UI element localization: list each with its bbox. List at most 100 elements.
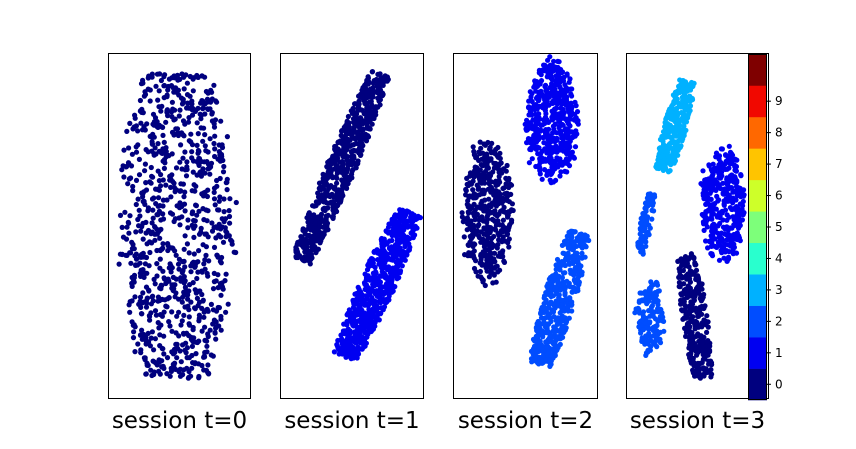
data-point [722, 226, 728, 232]
data-point [554, 343, 560, 349]
data-point [182, 233, 188, 239]
data-point [165, 87, 171, 93]
data-point [719, 235, 725, 241]
data-point [367, 258, 373, 264]
data-point [687, 355, 693, 361]
data-point [157, 247, 163, 254]
data-point [174, 313, 180, 319]
data-point [466, 210, 472, 216]
data-point [645, 191, 652, 197]
data-point [356, 147, 362, 154]
data-point [358, 325, 364, 331]
data-point [693, 333, 699, 339]
data-point [714, 244, 720, 250]
data-point [159, 345, 165, 352]
data-point [482, 197, 488, 203]
data-point [196, 312, 202, 318]
data-point [368, 98, 374, 105]
data-point [676, 83, 682, 89]
data-point [551, 106, 558, 112]
data-point [373, 112, 379, 118]
data-point [551, 58, 557, 64]
data-point [222, 278, 228, 284]
data-point [676, 279, 683, 286]
data-point [475, 184, 481, 190]
data-point [137, 260, 143, 266]
data-point [382, 73, 388, 79]
data-point [531, 343, 538, 349]
data-point [345, 174, 351, 180]
data-point [372, 307, 378, 313]
data-point [578, 263, 584, 269]
data-point [488, 203, 494, 210]
data-point [349, 313, 355, 319]
data-point [668, 125, 675, 131]
data-point [685, 288, 691, 295]
data-point [135, 341, 141, 347]
data-point [176, 266, 182, 272]
data-point [399, 254, 405, 260]
data-point [215, 285, 221, 291]
data-point [674, 146, 680, 152]
data-point [372, 106, 378, 112]
data-point [683, 315, 689, 321]
data-point [732, 217, 738, 223]
data-point [498, 208, 504, 214]
data-point [172, 216, 178, 222]
data-point [185, 296, 191, 302]
data-point [556, 145, 563, 151]
data-point [203, 148, 209, 154]
data-point [185, 217, 191, 223]
data-point [131, 329, 137, 335]
data-point [579, 233, 585, 239]
data-point [143, 284, 150, 290]
data-point [556, 125, 562, 131]
data-point [211, 196, 218, 202]
data-point [193, 351, 199, 357]
data-point [139, 251, 145, 258]
data-point [654, 165, 660, 171]
data-point [479, 189, 485, 196]
data-point [209, 228, 216, 234]
panel-caption: session t=3 [630, 408, 765, 434]
data-point [539, 304, 545, 311]
data-point [169, 265, 175, 271]
data-point [147, 313, 153, 320]
data-point [570, 284, 576, 290]
data-point [556, 260, 563, 266]
data-point [527, 120, 533, 126]
data-point [340, 162, 346, 168]
data-point [130, 188, 136, 194]
data-point [566, 229, 572, 235]
data-point [349, 353, 355, 359]
data-point [158, 286, 164, 292]
data-point [559, 297, 565, 303]
data-point [171, 89, 177, 95]
data-point [308, 252, 314, 258]
scatter-panel-0: session t=0 [108, 53, 251, 434]
data-point [129, 283, 135, 289]
data-point [481, 249, 488, 255]
panel-caption: session t=2 [458, 408, 593, 434]
data-point [204, 349, 210, 355]
colorbar-segment [748, 368, 767, 401]
data-point [700, 168, 706, 174]
data-point [563, 296, 569, 302]
data-point [702, 179, 708, 185]
data-point [132, 349, 138, 355]
data-point [542, 108, 549, 114]
data-point [732, 174, 738, 180]
data-point [378, 310, 384, 316]
data-point [668, 140, 674, 146]
data-point [725, 180, 731, 186]
data-point [125, 181, 131, 187]
data-point [210, 286, 217, 292]
data-point [140, 220, 146, 226]
data-point [393, 259, 400, 265]
data-point [464, 175, 470, 181]
data-point [169, 99, 175, 105]
data-point [163, 145, 169, 151]
data-point [550, 68, 556, 74]
data-point [180, 372, 186, 378]
data-point [333, 174, 339, 180]
